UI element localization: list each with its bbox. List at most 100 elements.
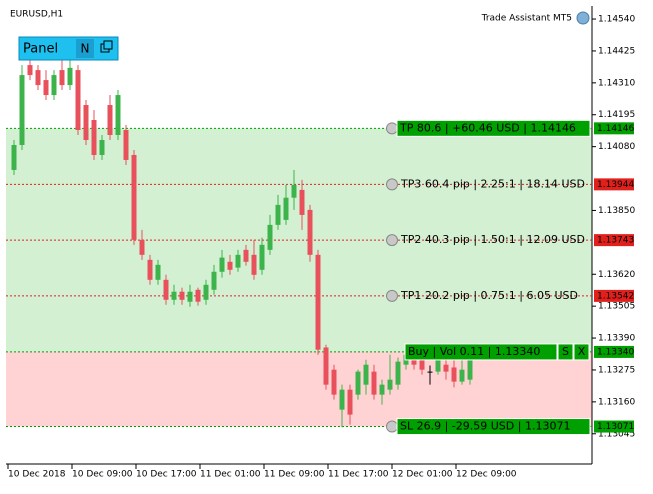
candle-body	[411, 357, 417, 365]
candle	[83, 100, 89, 145]
axis-price-label: 1.13743	[597, 236, 634, 246]
candle	[387, 354, 393, 395]
axis-price-box	[594, 178, 634, 191]
y-tick-label: 1.13850	[598, 206, 635, 216]
axis-price-box	[594, 289, 634, 302]
axis-price-box	[594, 122, 634, 135]
level-handle[interactable]	[386, 122, 398, 135]
candle	[331, 364, 337, 400]
candle	[179, 287, 185, 305]
level-label: TP 80.6 | +60.46 USD | 1.14146	[399, 121, 576, 134]
level-handle[interactable]	[386, 420, 398, 433]
candle	[139, 229, 145, 260]
candle-body	[83, 105, 89, 140]
panel-button[interactable]	[76, 39, 94, 58]
candle-body	[339, 389, 345, 410]
candle-body	[299, 189, 305, 215]
axis-price-label: 1.13340	[597, 347, 634, 357]
candle	[211, 264, 217, 295]
candle	[227, 254, 233, 275]
candle	[323, 344, 329, 390]
candle	[267, 214, 273, 255]
candle-body	[235, 254, 241, 268]
y-tick-label: 1.14540	[598, 15, 635, 25]
y-tick-label: 1.13160	[598, 397, 635, 407]
level-label-box	[404, 343, 558, 361]
candle	[299, 179, 305, 230]
candle	[43, 70, 49, 101]
y-tick-label: 1.13275	[598, 365, 635, 375]
candle-body	[163, 279, 169, 300]
loss-zone	[6, 351, 592, 427]
candle-body	[43, 80, 49, 96]
candle	[451, 359, 457, 388]
candle-body	[283, 197, 289, 220]
y-tick-label: 1.13620	[598, 270, 635, 280]
candle-body	[467, 351, 473, 380]
y-tick-label: 1.14310	[598, 78, 635, 88]
candle	[219, 249, 225, 278]
level-button[interactable]	[557, 343, 574, 361]
candle	[163, 274, 169, 305]
x-tick-label: 11 Dec 09:00	[264, 470, 325, 480]
candle	[235, 249, 241, 272]
level-handle[interactable]	[386, 234, 398, 247]
candle-body	[147, 259, 153, 280]
candle-body	[443, 364, 449, 372]
candle	[123, 125, 129, 165]
candle-body	[171, 291, 177, 300]
x-tick-label: 12 Dec 01:00	[392, 470, 453, 480]
panel-title[interactable]: Panel	[23, 42, 58, 57]
y-tick-label: 1.13390	[598, 334, 635, 344]
candle	[283, 184, 289, 225]
axis-price-label: 1.13944	[597, 180, 634, 190]
level-button-label[interactable]: X	[578, 345, 586, 358]
axis-price-label: 1.14146	[597, 124, 634, 134]
candle	[155, 259, 161, 285]
candle-body	[219, 257, 225, 272]
candle-body	[323, 347, 329, 385]
candle	[243, 244, 249, 266]
candle	[291, 169, 297, 210]
candle-body	[451, 367, 457, 382]
level-label: TP3 60.4 pip | 2.25:1 | 18.14 USD	[400, 177, 585, 190]
y-tick-label: 1.14080	[598, 142, 635, 152]
candle	[19, 65, 25, 150]
candle	[195, 287, 201, 306]
candle-body	[67, 67, 73, 86]
candle-body	[251, 254, 257, 275]
candle	[51, 70, 57, 101]
x-tick-label: 11 Dec 17:00	[328, 470, 389, 480]
candle-body	[131, 154, 137, 240]
panel[interactable]: Panel N	[18, 36, 119, 61]
x-tick-label: 11 Dec 01:00	[200, 470, 261, 480]
symbol-label: EURUSD,H1	[10, 10, 63, 20]
level-handle[interactable]	[386, 289, 398, 302]
level-button[interactable]	[573, 343, 590, 361]
axis-price-label: 1.13542	[597, 291, 634, 301]
candle	[339, 384, 345, 428]
candle-body	[315, 254, 321, 350]
candle-body	[427, 371, 433, 373]
level-label: SL 26.9 | -29.59 USD | 1.13071	[400, 420, 570, 433]
level-button-label[interactable]: S	[562, 345, 569, 358]
candle	[275, 194, 281, 230]
candle-body	[211, 271, 217, 290]
level-handle[interactable]	[386, 178, 398, 191]
candle-body	[27, 65, 33, 76]
candle-body	[139, 239, 145, 255]
candle	[99, 134, 105, 160]
panel-icon[interactable]	[103, 40, 113, 50]
panel-button-label[interactable]: N	[81, 42, 90, 56]
y-tick-label: 1.13045	[598, 429, 635, 439]
candle-body	[227, 261, 233, 270]
expert-icon	[576, 11, 590, 25]
candle-body	[203, 284, 209, 300]
x-tick-label: 10 Dec 2018	[8, 470, 66, 480]
candle	[35, 65, 41, 91]
candle	[203, 279, 209, 305]
candle-body	[435, 354, 441, 372]
candle-body	[355, 371, 361, 395]
candle-body	[115, 95, 121, 135]
candle	[315, 249, 321, 355]
